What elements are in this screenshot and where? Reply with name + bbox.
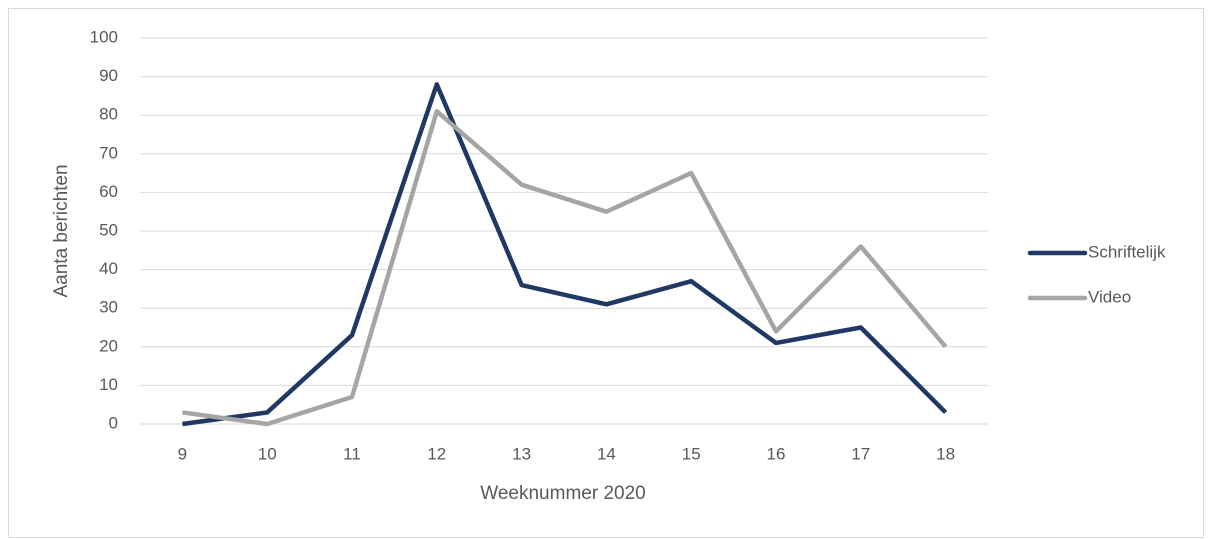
y-tick-label: 40: [99, 259, 118, 278]
data-line: [182, 82, 948, 427]
y-tick-label: 10: [99, 375, 118, 394]
x-tick-label: 15: [682, 444, 701, 463]
chart-frame: [8, 8, 1204, 538]
x-tick-label: 12: [427, 444, 446, 463]
x-tick-label: 10: [258, 444, 277, 463]
x-tick-label: 17: [851, 444, 870, 463]
y-tick-label: 90: [99, 66, 118, 85]
x-tick-label: 13: [512, 444, 531, 463]
legend-label: Video: [1088, 287, 1131, 306]
y-tick-label: 100: [90, 27, 118, 46]
x-axis-title: Weeknummer 2020: [480, 483, 645, 504]
x-tick-label: 16: [767, 444, 786, 463]
y-tick-label: 70: [99, 143, 118, 162]
x-tick-label: 9: [178, 444, 187, 463]
y-tick-label: 30: [99, 298, 118, 317]
x-tick-label: 14: [597, 444, 616, 463]
y-axis-title: Aanta berichten: [51, 164, 72, 297]
x-tick-label: 11: [343, 444, 361, 463]
y-tick-label: 0: [109, 413, 118, 432]
y-tick-label: 60: [99, 182, 118, 201]
y-tick-label: 20: [99, 336, 118, 355]
x-tick-label: 18: [936, 444, 955, 463]
y-tick-label: 80: [99, 105, 118, 124]
data-line: [182, 109, 948, 427]
legend-label: Schriftelijk: [1088, 242, 1166, 261]
y-tick-label: 50: [99, 220, 118, 239]
